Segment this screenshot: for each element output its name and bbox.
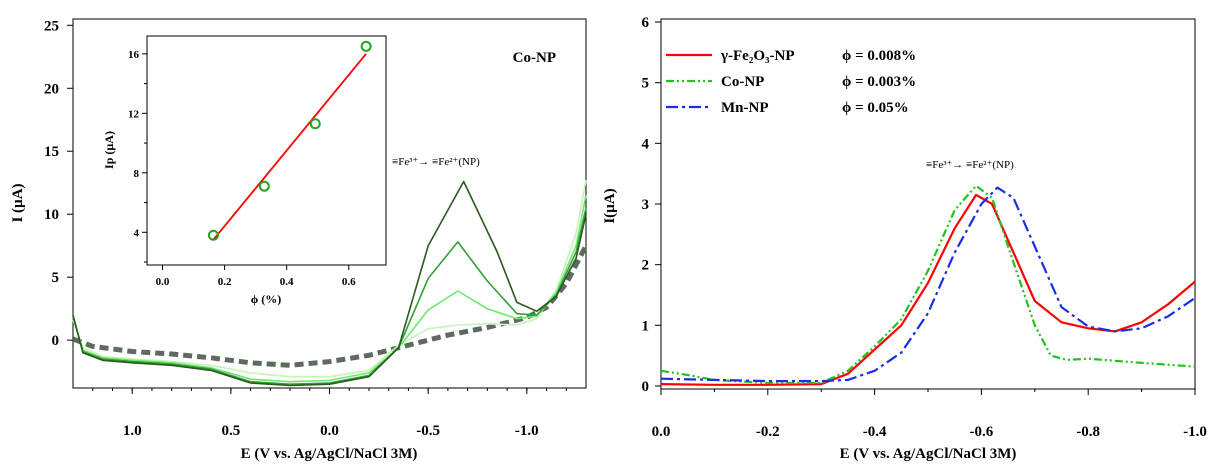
right-x-tick-label: -0.8 [1076, 424, 1100, 440]
right-annotation: ≡Fe³⁺→ ≡Fe²⁺(NP) [926, 159, 1014, 171]
inset-y-tick-label: 12 [128, 108, 140, 120]
left-series-line-3 [72, 207, 587, 385]
legend-phi: ϕ = 0.008% [842, 48, 916, 64]
left-panel-label: Co-NP [513, 50, 556, 66]
right-y-tick-label: 0 [642, 379, 650, 395]
legend-label: Mn-NP [721, 100, 769, 116]
left-y-tick-label: 5 [52, 270, 60, 286]
right-y-tick-label: 5 [642, 76, 650, 92]
inset-y-axis-label: Ip (µA) [102, 131, 116, 169]
right-series-group [660, 184, 1196, 386]
right-y-ticks: 0 1 2 3 4 5 6 [642, 15, 661, 395]
inset-y-tick-label: 4 [134, 227, 140, 239]
left-annotation: ≡Fe³⁺→ ≡Fe²⁺(NP) [392, 156, 480, 168]
inset-data-point [360, 40, 372, 52]
right-panel: 0.0 -0.2 -0.4 -0.6 -0.8 -1.0 0 1 2 3 4 5 6 E (V vs.… [602, 15, 1207, 462]
left-y-ticks: 0 5 10 15 20 25 [44, 18, 73, 349]
right-legend: γ-Fe₂O₃-NP ϕ = 0.008% Co-NP ϕ = 0.003% Mn-NP… [666, 48, 916, 116]
inset-x-ticks: 0.0 0.2 0.4 0.6 [156, 265, 356, 288]
inset-fit-line [212, 53, 367, 241]
inset-points-group [207, 40, 372, 241]
right-x-axis-label: E (V vs. Ag/AgCl/NaCl 3M) [840, 446, 1017, 462]
left-x-tick-label: 0.0 [320, 423, 339, 439]
inset-x-tick-label: 0.4 [280, 276, 294, 288]
inset-data-point [207, 229, 219, 241]
right-y-tick-label: 3 [642, 197, 650, 213]
left-y-tick-label: 10 [44, 207, 59, 223]
left-x-tick-label: 1.0 [123, 423, 142, 439]
left-panel: 1.0 0.5 0.0 -0.5 -1.0 0 5 10 15 20 25 E (V vs. Ag… [10, 18, 589, 462]
left-x-tick-label: -0.5 [416, 423, 440, 439]
right-series-line-1 [660, 184, 1196, 384]
right-x-tick-label: 0.0 [652, 424, 671, 440]
left-x-axis-label: E (V vs. Ag/AgCl/NaCl 3M) [241, 446, 418, 462]
right-x-tick-label: -0.2 [756, 424, 780, 440]
inset-x-axis-label: ϕ (%) [251, 292, 281, 306]
inset-data-point [258, 180, 270, 192]
inset-x-tick-label: 0.2 [218, 276, 232, 288]
right-y-tick-label: 6 [642, 15, 650, 31]
right-x-tick-label: -0.6 [970, 424, 994, 440]
inset-fit-group [212, 53, 367, 241]
inset-plot-frame [146, 35, 387, 266]
left-y-axis-label: I (µA) [10, 183, 26, 222]
legend-label: Co-NP [721, 74, 764, 90]
right-x-tick-label: -1.0 [1183, 424, 1207, 440]
right-y-axis-label: I(µA) [602, 188, 618, 223]
left-series-group [72, 180, 589, 387]
inset-x-tick-label: 0.0 [156, 276, 170, 288]
right-y-tick-label: 2 [642, 258, 650, 274]
left-y-tick-label: 0 [52, 333, 60, 349]
left-x-tick-label: -1.0 [515, 423, 539, 439]
inset-y-tick-label: 8 [134, 168, 140, 180]
legend-phi: ϕ = 0.05% [842, 100, 909, 116]
left-x-tick-label: 0.5 [221, 423, 240, 439]
left-y-tick-label: 15 [44, 144, 59, 160]
right-x-tick-label: -0.4 [863, 424, 887, 440]
left-series-line-2 [72, 195, 587, 383]
left-y-tick-label: 25 [44, 18, 59, 34]
left-series-line-4 [72, 180, 587, 387]
left-x-ticks: 1.0 0.5 0.0 -0.5 -1.0 [92, 388, 567, 439]
inset-x-tick-label: 0.6 [342, 276, 356, 288]
right-x-ticks: 0.0 -0.2 -0.4 -0.6 -0.8 -1.0 [652, 389, 1207, 440]
left-series-line-1 [72, 180, 587, 378]
right-y-tick-label: 4 [642, 136, 650, 152]
legend-phi: ϕ = 0.003% [842, 74, 916, 90]
right-series-line-0 [660, 193, 1196, 386]
inset-y-ticks: 4 8 12 16 [128, 49, 147, 263]
inset-data-point [309, 118, 321, 130]
inset-chart: 0.0 0.2 0.4 0.6 4 8 12 16 ϕ (%) Ip (µA) [102, 35, 387, 306]
left-y-tick-label: 20 [44, 81, 59, 97]
right-y-tick-label: 1 [642, 318, 650, 334]
right-series-line-2 [660, 186, 1196, 383]
legend-label: γ-Fe₂O₃-NP [720, 48, 794, 64]
inset-y-tick-label: 16 [128, 49, 140, 61]
